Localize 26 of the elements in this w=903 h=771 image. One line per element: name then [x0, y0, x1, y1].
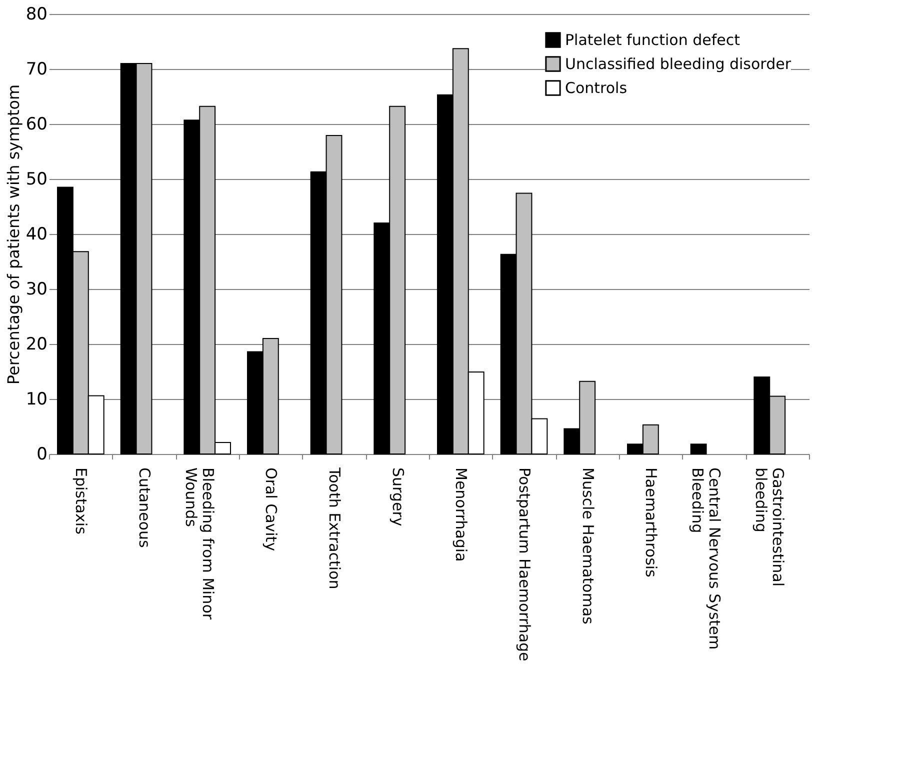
x-tick-label: Postpartum Haemorrhage: [516, 468, 534, 662]
y-tick-label: 10: [26, 390, 48, 410]
legend-label: Controls: [565, 79, 628, 97]
legend-label: Platelet function defect: [565, 31, 740, 49]
y-tick-label: 30: [26, 280, 48, 300]
y-tick-label: 60: [26, 114, 48, 134]
y-tick-label: 0: [36, 444, 48, 464]
x-tick-label: Cutaneous: [136, 468, 154, 548]
x-tick-label: Tooth Extraction: [326, 466, 344, 590]
x-tick-label: Menorrhagia: [452, 468, 470, 562]
x-tick-label: Muscle Haematomas: [578, 468, 597, 625]
x-tick-label: Surgery: [388, 468, 407, 526]
y-tick-label: 50: [26, 170, 48, 190]
x-tick-label: Bleeding from Minor Wounds: [182, 468, 217, 620]
y-tick-label: 70: [26, 60, 48, 80]
y-axis-title: Percentage of patients with symptom: [4, 84, 23, 385]
y-tick-label: 80: [26, 4, 48, 24]
y-tick-label: 40: [26, 224, 48, 244]
x-tick-label: Gastrointestinal bleeding: [752, 468, 787, 587]
x-tick-label: Oral Cavity: [262, 468, 280, 552]
x-tick-label: Epistaxis: [72, 468, 90, 535]
legend-label: Unclassified bleeding disorder: [565, 55, 792, 73]
x-tick-label: Central Nervous System Bleeding: [688, 468, 724, 650]
y-tick-label: 20: [26, 334, 48, 354]
x-tick-label: Haemarthrosis: [642, 468, 660, 578]
bar: [690, 444, 707, 454]
